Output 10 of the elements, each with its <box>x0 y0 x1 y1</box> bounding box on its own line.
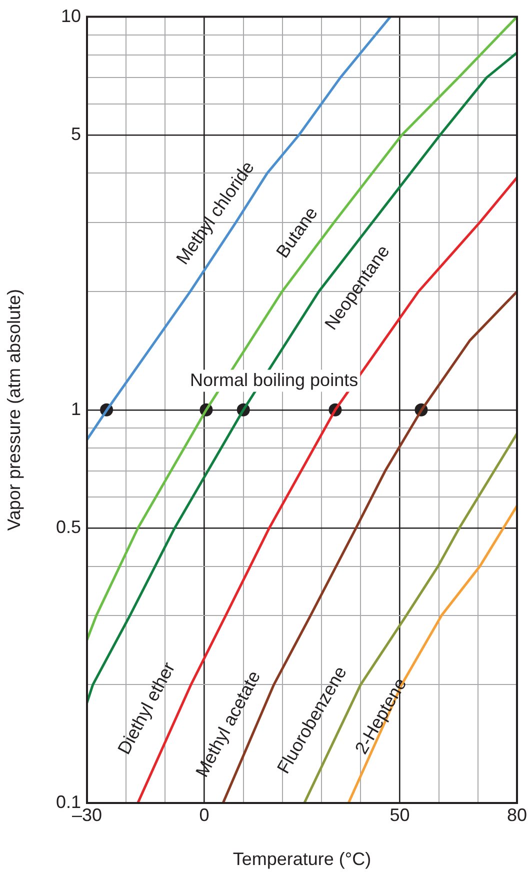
y-tick-label: 0.5 <box>56 517 81 538</box>
x-axis-title: Temperature (°C) <box>232 849 372 870</box>
y-tick-label: 1 <box>70 398 81 419</box>
x-tick-label: 80 <box>506 804 528 825</box>
x-tick-label: 50 <box>390 804 410 825</box>
y-tick-label: 10 <box>60 6 81 26</box>
y-tick-label: 5 <box>70 124 81 144</box>
x-tick-label: 0 <box>199 804 210 825</box>
annotation: Normal boiling points <box>190 370 358 390</box>
y-axis-title: Vapor pressure (atm absolute) <box>4 289 24 531</box>
